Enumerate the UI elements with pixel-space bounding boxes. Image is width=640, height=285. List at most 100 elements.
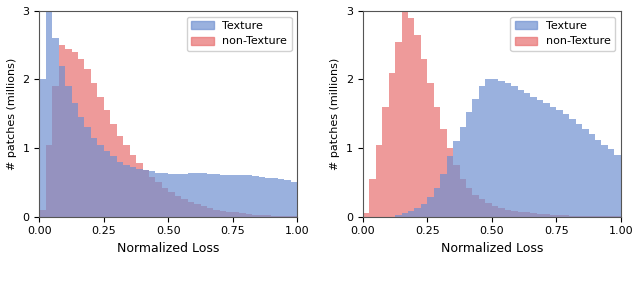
Bar <box>271 215 278 217</box>
Bar <box>388 73 395 217</box>
Bar <box>252 215 259 217</box>
Bar <box>220 211 227 217</box>
Bar <box>543 214 550 217</box>
X-axis label: Normalized Loss: Normalized Loss <box>117 242 220 255</box>
Bar <box>369 179 376 217</box>
Bar <box>434 188 440 217</box>
Bar <box>479 200 485 217</box>
Bar <box>194 204 200 217</box>
Bar <box>543 103 550 217</box>
Bar <box>563 114 569 217</box>
Bar <box>278 179 284 217</box>
Bar <box>602 216 608 217</box>
Bar <box>376 144 382 217</box>
Y-axis label: # patches (millions): # patches (millions) <box>7 58 17 170</box>
Bar <box>156 173 162 217</box>
Bar <box>569 215 575 217</box>
Bar <box>492 80 498 217</box>
Bar <box>453 141 460 217</box>
Legend: Texture, non-Texture: Texture, non-Texture <box>510 17 615 51</box>
Bar <box>239 176 246 217</box>
Bar <box>168 174 175 217</box>
Bar <box>382 107 388 217</box>
Bar <box>214 210 220 217</box>
Bar <box>175 196 181 217</box>
Bar <box>227 175 233 217</box>
Bar <box>220 175 227 217</box>
Bar <box>447 148 453 217</box>
Bar <box>575 216 582 217</box>
Bar <box>453 165 460 217</box>
Bar <box>492 206 498 217</box>
Bar <box>123 144 130 217</box>
Bar <box>550 215 556 217</box>
Bar <box>116 162 123 217</box>
Bar <box>575 124 582 217</box>
Bar <box>168 192 175 217</box>
Bar <box>401 213 408 217</box>
Bar <box>582 129 589 217</box>
Bar <box>214 174 220 217</box>
Bar <box>271 178 278 217</box>
Bar <box>401 11 408 217</box>
Bar <box>466 188 472 217</box>
Bar <box>104 110 110 217</box>
Bar <box>395 42 401 217</box>
Bar <box>188 173 194 217</box>
Bar <box>498 81 505 217</box>
Bar <box>434 107 440 217</box>
Bar <box>110 124 116 217</box>
Bar <box>265 215 271 217</box>
Bar <box>595 216 602 217</box>
Bar <box>84 127 91 217</box>
Bar <box>52 38 59 217</box>
Bar <box>460 127 466 217</box>
Bar <box>130 167 136 217</box>
Bar <box>395 215 401 217</box>
Bar <box>233 176 239 217</box>
Legend: Texture, non-Texture: Texture, non-Texture <box>187 17 292 51</box>
Bar <box>91 138 97 217</box>
Bar <box>608 149 614 217</box>
Bar <box>556 215 563 217</box>
Bar <box>46 11 52 217</box>
Bar <box>162 188 168 217</box>
Bar <box>582 216 589 217</box>
Bar <box>39 80 46 217</box>
Bar <box>97 144 104 217</box>
Bar <box>227 212 233 217</box>
Bar <box>421 204 428 217</box>
Bar <box>233 213 239 217</box>
Bar <box>595 140 602 217</box>
Bar <box>531 97 537 217</box>
Bar <box>130 155 136 217</box>
Bar <box>136 163 143 217</box>
Bar <box>415 35 421 217</box>
Bar <box>78 117 84 217</box>
Bar <box>460 179 466 217</box>
Bar <box>472 195 479 217</box>
Bar <box>200 173 207 217</box>
Bar <box>59 66 65 217</box>
Bar <box>589 216 595 217</box>
Bar <box>415 208 421 217</box>
Bar <box>123 165 130 217</box>
Bar <box>485 203 492 217</box>
Bar <box>466 112 472 217</box>
Bar <box>440 174 447 217</box>
Bar <box>291 216 297 217</box>
Bar <box>556 110 563 217</box>
Bar <box>421 59 428 217</box>
Bar <box>537 100 543 217</box>
Bar <box>589 134 595 217</box>
Bar <box>284 216 291 217</box>
Bar <box>194 173 200 217</box>
Bar <box>156 182 162 217</box>
Bar <box>136 169 143 217</box>
Bar <box>363 213 369 217</box>
Bar <box>149 177 156 217</box>
Bar <box>91 83 97 217</box>
Bar <box>524 213 531 217</box>
Bar <box>485 80 492 217</box>
Bar <box>188 202 194 217</box>
